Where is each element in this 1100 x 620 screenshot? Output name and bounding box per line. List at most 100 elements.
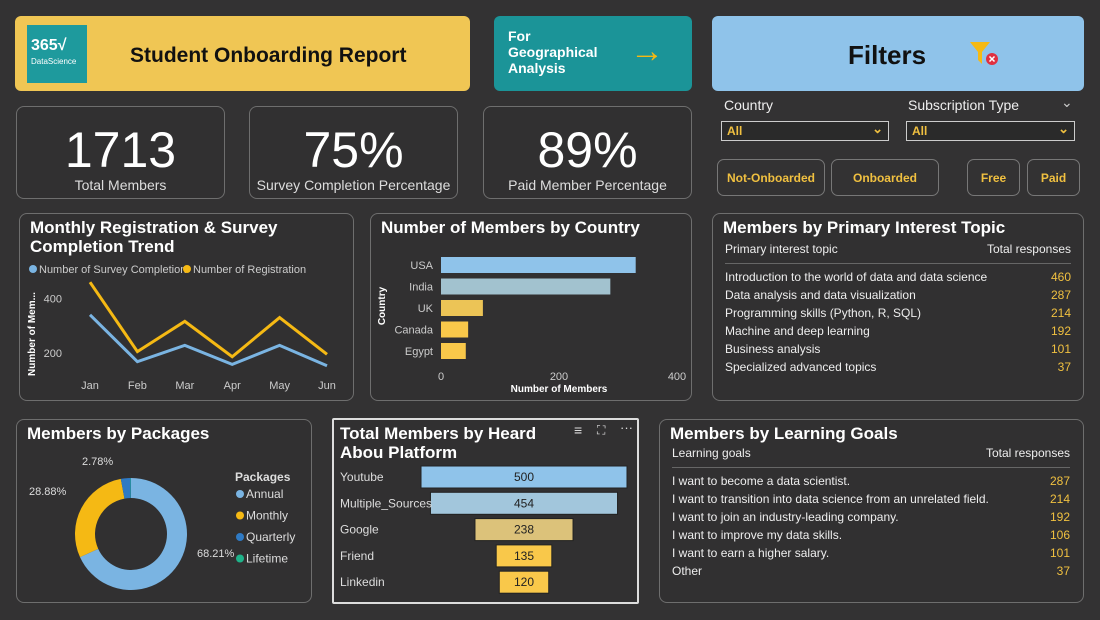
column-header[interactable]: Learning goals <box>672 446 751 460</box>
row-label: I want to improve my data skills. <box>672 528 843 542</box>
table-row[interactable]: Programming skills (Python, R, SQL) 214 <box>725 304 1071 322</box>
data-label: 135 <box>514 549 534 563</box>
x-tick-label: Mar <box>175 380 194 392</box>
donut-slice <box>120 478 131 499</box>
legend-marker <box>236 490 244 498</box>
row-value: 106 <box>1049 528 1070 542</box>
kpi-paid-members: 89% Paid Member Percentage <box>483 106 692 199</box>
table-title: Members by Primary Interest Topic <box>723 218 1006 237</box>
funnel-bar <box>420 465 628 489</box>
country-dropdown[interactable]: All ⌄ <box>721 121 889 141</box>
kpi-value: 75% <box>303 122 404 178</box>
kpi-value: 1713 <box>64 122 177 178</box>
geo-analysis-button[interactable]: For Geographical Analysis → <box>494 16 692 91</box>
country-value: All <box>727 124 743 138</box>
category-label: India <box>409 282 434 294</box>
table-row[interactable]: Specialized advanced topics 37 <box>725 358 1071 376</box>
row-value: 287 <box>1049 474 1070 488</box>
onboarded-button[interactable]: Onboarded <box>831 159 939 196</box>
kpi-total-members: 1713 Total Members <box>16 106 225 199</box>
kpi-value: 89% <box>537 122 638 178</box>
filter-icon[interactable]: ≡ <box>574 422 583 438</box>
table-row[interactable]: Machine and deep learning 192 <box>725 322 1071 340</box>
chart-title: Total Members by Heard Abou Platform <box>340 424 537 462</box>
row-label: I want to transition into data science f… <box>672 492 989 506</box>
chevron-down-icon: ⌄ <box>1058 121 1069 136</box>
filters-title: Filters <box>848 40 927 70</box>
heard-about-funnel-chart: Total Members by Heard Abou Platform ≡ ⛶… <box>332 418 639 604</box>
chart-title: Number of Members by Country <box>381 218 640 237</box>
x-tick-label: Jun <box>318 380 336 392</box>
funnel-bar <box>495 544 553 568</box>
table-row[interactable]: I want to transition into data science f… <box>672 490 1070 508</box>
table-row[interactable]: Business analysis 101 <box>725 340 1071 358</box>
row-label: Business analysis <box>725 342 821 356</box>
data-label: 68.21% <box>197 548 235 560</box>
free-button[interactable]: Free <box>967 159 1020 196</box>
row-value: 37 <box>1057 360 1071 374</box>
category-label: Multiple_Sources <box>340 496 432 510</box>
kpi-label: Survey Completion Percentage <box>256 177 451 193</box>
funnel-bar <box>429 491 619 515</box>
category-label: Google <box>340 523 379 537</box>
row-value: 287 <box>1050 288 1071 302</box>
kpi-survey-completion: 75% Survey Completion Percentage <box>249 106 458 199</box>
table-row[interactable]: I want to improve my data skills. 106 <box>672 526 1070 544</box>
row-label: I want to join an industry-leading compa… <box>672 510 899 524</box>
kpi-label: Paid Member Percentage <box>508 177 667 193</box>
table-row[interactable]: Data analysis and data visualization 287 <box>725 286 1071 304</box>
x-axis-label: Number of Members <box>511 384 608 395</box>
bar <box>441 343 466 359</box>
table-row[interactable]: Other 37 <box>672 562 1070 580</box>
legend-marker <box>236 533 244 541</box>
more-options-icon[interactable]: ··· <box>620 420 633 435</box>
column-header-sorted[interactable]: Total responses <box>986 242 1071 256</box>
x-tick-label: Jan <box>81 380 99 392</box>
category-label: Egypt <box>405 346 433 358</box>
row-value: 192 <box>1050 324 1071 338</box>
x-tick-label: May <box>269 380 290 392</box>
not-onboarded-button[interactable]: Not-Onboarded <box>717 159 825 196</box>
table-row[interactable]: I want to earn a higher salary. 101 <box>672 544 1070 562</box>
row-value: 101 <box>1050 342 1071 356</box>
row-value: 37 <box>1056 564 1070 578</box>
learning-goals-table: Members by Learning Goals Learning goals… <box>659 419 1084 603</box>
series-line <box>88 313 328 368</box>
table-header: Primary interest topic Total responses <box>725 242 1071 264</box>
row-value: 214 <box>1049 492 1070 506</box>
chevron-down-icon[interactable]: ⌄ <box>1061 94 1073 110</box>
table-row[interactable]: I want to become a data scientist. 287 <box>672 472 1070 490</box>
paid-button[interactable]: Paid <box>1027 159 1080 196</box>
legend-marker <box>236 511 244 520</box>
category-label: Linkedin <box>340 575 385 589</box>
data-label: 2.78% <box>82 456 113 468</box>
focus-mode-icon[interactable]: ⛶ <box>597 423 606 437</box>
category-label: Friend <box>340 549 374 563</box>
category-label: UK <box>418 303 434 315</box>
subscription-label: Subscription Type <box>908 97 1020 113</box>
row-label: Machine and deep learning <box>725 324 870 338</box>
legend-marker <box>183 265 191 273</box>
bar <box>441 321 469 338</box>
country-bar-chart: Number of Members by Country USA India UK C… <box>370 213 692 401</box>
interest-topic-table: Members by Primary Interest Topic Primar… <box>712 213 1084 401</box>
data-label: 500 <box>514 470 534 484</box>
table-row[interactable]: I want to join an industry-leading compa… <box>672 508 1070 526</box>
column-header-sorted[interactable]: Total responses <box>985 446 1070 460</box>
row-label: Other <box>672 564 703 578</box>
subscription-dropdown[interactable]: All ⌄ <box>906 121 1075 141</box>
legend-marker <box>29 265 37 273</box>
clear-filter-icon[interactable] <box>968 38 1000 68</box>
y-tick-label: 200 <box>44 348 62 360</box>
row-label: I want to earn a higher salary. <box>672 546 830 560</box>
arrow-right-icon: → <box>630 32 664 70</box>
table-row[interactable]: Introduction to the world of data and da… <box>725 268 1071 286</box>
chevron-down-icon: ⌄ <box>872 121 883 136</box>
row-label: Introduction to the world of data and da… <box>725 270 988 284</box>
row-label: Data analysis and data visualization <box>725 288 916 302</box>
kpi-label: Total Members <box>74 177 167 193</box>
data-label: 28.88% <box>29 486 67 498</box>
category-label: Youtube <box>340 470 384 484</box>
table-title: Members by Learning Goals <box>670 424 898 443</box>
column-header[interactable]: Primary interest topic <box>725 242 838 256</box>
